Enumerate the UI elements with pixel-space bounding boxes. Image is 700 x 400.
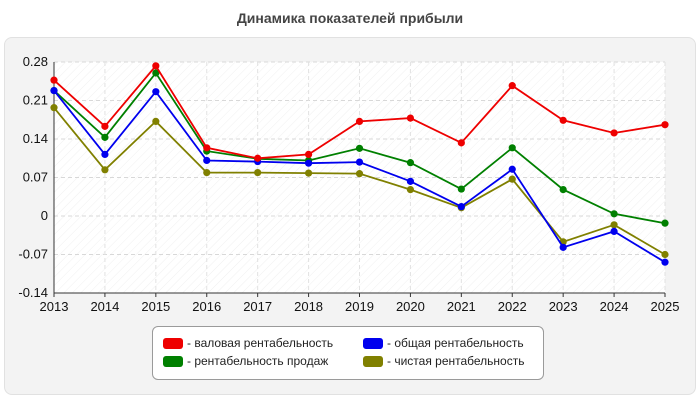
x-tick-label: 2023 — [549, 299, 578, 314]
legend-label-sales: - рентабельность продаж — [187, 354, 329, 368]
data-point-2-6 — [355, 144, 364, 152]
legend-swatch-sales — [163, 355, 183, 367]
data-point-0-0 — [50, 76, 58, 84]
data-point-1-1 — [101, 150, 109, 158]
data-point-1-6 — [355, 158, 364, 166]
data-point-3-4 — [254, 168, 262, 177]
x-tick-label: 2022 — [498, 299, 527, 314]
data-point-0-7 — [406, 114, 415, 122]
x-tick-label: 2020 — [396, 299, 425, 314]
data-point-2-9 — [508, 144, 516, 152]
y-tick-label: 0.28 — [23, 54, 48, 69]
y-tick-label: 0.21 — [23, 93, 48, 108]
data-point-1-11 — [610, 227, 618, 235]
x-tick-label: 2013 — [40, 299, 69, 314]
axes — [53, 62, 666, 297]
data-point-2-1 — [101, 133, 109, 141]
data-point-0-2 — [152, 62, 160, 70]
y-tick-label: -0.07 — [18, 247, 48, 262]
data-point-1-5 — [304, 159, 313, 167]
x-tick-label: 2015 — [141, 299, 170, 314]
data-point-1-2 — [152, 88, 160, 96]
series — [50, 62, 669, 266]
data-point-2-8 — [457, 185, 465, 193]
y-tick-label: 0 — [41, 208, 48, 223]
legend: - валовая рентабельность - общая рентабе… — [152, 326, 544, 380]
legend-item-net: - чистая рентабельность — [363, 354, 524, 368]
legend-swatch-net — [363, 355, 383, 367]
data-point-2-11 — [610, 210, 618, 218]
chart-title: Динамика показателей прибыли — [236, 10, 464, 26]
data-point-3-0 — [50, 104, 58, 112]
x-tick-label: 2016 — [192, 299, 221, 314]
data-point-1-3 — [203, 156, 211, 165]
legend-swatch-gross — [163, 337, 183, 349]
data-point-3-1 — [101, 166, 109, 174]
data-point-3-6 — [355, 170, 364, 178]
y-tick-label: 0.14 — [23, 131, 48, 146]
legend-label-total: - общая рентабельность — [387, 336, 524, 350]
x-tick-label: 2017 — [243, 299, 272, 314]
data-point-1-10 — [559, 243, 567, 251]
data-point-1-7 — [406, 177, 415, 185]
legend-item-total: - общая рентабельность — [363, 336, 524, 350]
data-point-0-10 — [559, 116, 567, 124]
legend-item-gross: - валовая рентабельность — [163, 336, 333, 350]
data-point-2-2 — [152, 69, 160, 77]
data-point-0-12 — [661, 121, 669, 129]
data-point-3-3 — [203, 168, 211, 177]
data-point-1-8 — [457, 203, 465, 211]
data-point-2-12 — [661, 219, 669, 227]
legend-label-net: - чистая рентабельность — [387, 354, 525, 368]
x-tick-label: 2021 — [447, 299, 476, 314]
data-point-3-5 — [304, 169, 313, 177]
x-tick-label: 2025 — [651, 299, 680, 314]
legend-swatch-total — [363, 337, 383, 349]
data-point-0-9 — [508, 82, 516, 90]
legend-label-gross: - валовая рентабельность — [187, 336, 334, 350]
data-point-0-11 — [610, 129, 618, 137]
data-point-3-7 — [406, 186, 415, 194]
y-tick-label: -0.14 — [18, 285, 48, 300]
data-point-3-11 — [610, 221, 618, 229]
data-point-0-6 — [355, 117, 364, 125]
data-point-0-4 — [254, 154, 262, 162]
data-point-0-8 — [457, 139, 465, 147]
x-tick-label: 2014 — [90, 299, 119, 314]
data-point-3-12 — [661, 250, 669, 259]
data-point-3-2 — [152, 117, 160, 125]
data-point-1-9 — [508, 165, 516, 173]
data-point-1-0 — [50, 87, 58, 95]
x-tick-label: 2018 — [294, 299, 323, 314]
y-tick-label: 0.07 — [23, 170, 48, 185]
x-tick-label: 2019 — [345, 299, 374, 314]
data-point-0-5 — [304, 150, 313, 158]
legend-item-sales: - рентабельность продаж — [163, 354, 328, 368]
data-point-2-10 — [559, 186, 567, 194]
x-tick-label: 2024 — [600, 299, 629, 314]
data-point-3-9 — [508, 175, 516, 183]
data-point-0-1 — [101, 122, 109, 130]
data-point-0-3 — [203, 144, 211, 152]
data-point-1-12 — [661, 258, 669, 266]
data-point-2-7 — [406, 159, 415, 167]
